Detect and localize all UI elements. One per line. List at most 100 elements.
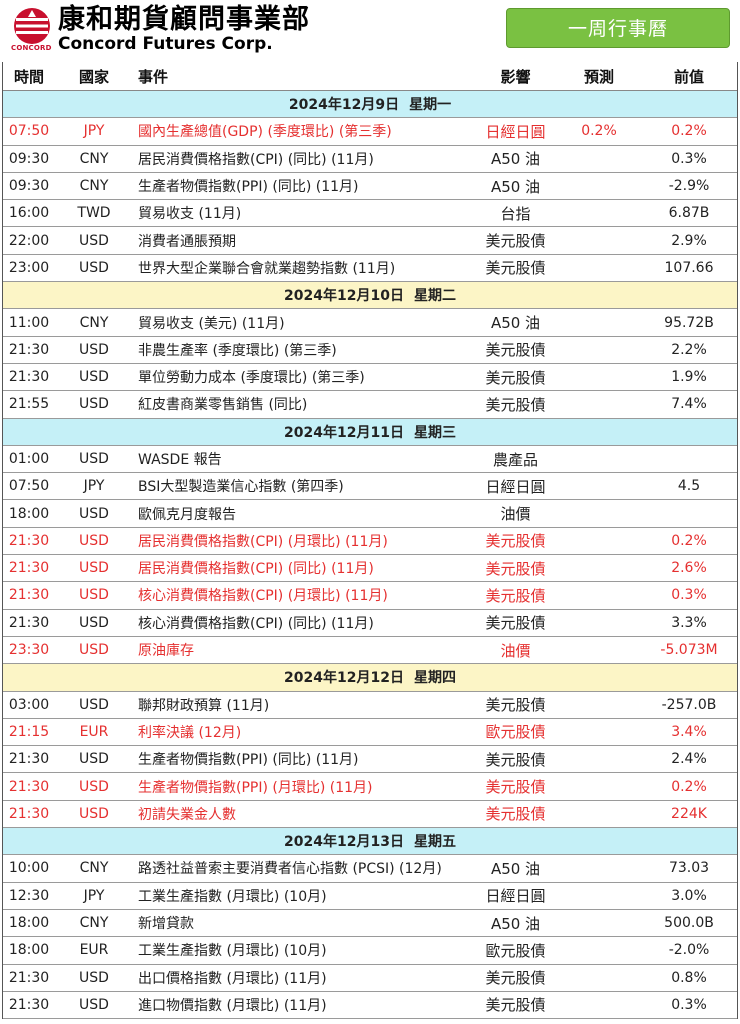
event-cell: 利率決議 (12月) xyxy=(138,724,242,741)
country-cell: CNY xyxy=(79,860,109,877)
impact-cell: 美元股債 xyxy=(485,696,546,715)
day-header: 2024年12月11日 星期三 xyxy=(3,418,737,446)
time-cell: 21:30 xyxy=(8,587,50,604)
country-cell: JPY xyxy=(83,123,105,140)
impact-cell: 歐元股債 xyxy=(485,723,546,742)
table-row: 21:30 USD 生產者物價指數(PPI) (月環比) (11月) 美元股債 0.2% xyxy=(3,773,737,801)
time-cell: 12:30 xyxy=(8,887,50,904)
previous-cell: 0.2% xyxy=(671,778,707,795)
event-cell: 出口價格指數 (月環比) (11月) xyxy=(138,970,327,987)
previous-cell: 6.87B xyxy=(668,205,710,222)
event-cell: 初請失業金人數 xyxy=(138,806,236,823)
table-body: 2024年12月9日 星期一 07:50 JPY 國內生產總值(GDP) (季度環比) … xyxy=(3,91,737,1020)
previous-cell: 0.8% xyxy=(671,969,707,986)
impact-cell: 美元股債 xyxy=(485,996,546,1015)
impact-cell: A50 油 xyxy=(490,150,541,169)
country-cell: JPY xyxy=(83,887,105,904)
country-cell: JPY xyxy=(83,478,105,495)
event-cell: 路透社益普索主要消費者信心指數 (PCSI) (12月) xyxy=(138,861,442,878)
previous-cell: 107.66 xyxy=(664,259,714,276)
time-cell: 21:15 xyxy=(8,723,50,740)
time-cell: 21:30 xyxy=(8,996,50,1013)
event-cell: 居民消費價格指數(CPI) (月環比) (11月) xyxy=(138,533,388,550)
previous-cell: -257.0B xyxy=(661,696,717,713)
previous-cell: 73.03 xyxy=(668,860,710,877)
previous-cell: 3.4% xyxy=(671,723,707,740)
table-row: 16:00 TWD 貿易收支 (11月) 台指 6.87B xyxy=(3,200,737,228)
previous-cell: 224K xyxy=(671,805,707,822)
impact-cell: 美元股債 xyxy=(485,395,546,414)
previous-cell: 500.0B xyxy=(664,915,714,932)
country-cell: CNY xyxy=(79,915,109,932)
country-cell: CNY xyxy=(79,150,109,167)
table-row: 18:00 EUR 工業生產指數 (月環比) (10月) 歐元股債 -2.0% xyxy=(3,937,737,965)
time-cell: 03:00 xyxy=(8,696,50,713)
event-cell: 世界大型企業聯合會就業趨勢指數 (11月) xyxy=(138,260,396,277)
impact-cell: 日經日圓 xyxy=(485,887,546,906)
impact-cell: 歐元股債 xyxy=(485,941,546,960)
day-weekday: 星期三 xyxy=(413,424,456,441)
previous-cell: 4.5 xyxy=(677,478,701,495)
country-cell: USD xyxy=(79,696,109,713)
time-cell: 21:30 xyxy=(8,341,50,358)
previous-cell: 7.4% xyxy=(671,396,707,413)
country-cell: USD xyxy=(79,778,109,795)
event-cell: 居民消費價格指數(CPI) (同比) (11月) xyxy=(138,151,374,168)
impact-cell: 美元股債 xyxy=(485,532,546,551)
country-cell: TWD xyxy=(77,205,111,222)
event-cell: 聯邦財政預算 (11月) xyxy=(138,697,270,714)
table-row: 21:30 USD 居民消費價格指數(CPI) (同比) (11月) 美元股債 2.6% xyxy=(3,555,737,583)
table-row: 11:00 CNY 貿易收支 (美元) (11月) A50 油 95.72B xyxy=(3,309,737,337)
previous-cell: 2.2% xyxy=(671,341,707,358)
weekly-calendar-button[interactable]: 一周行事曆 xyxy=(506,8,730,48)
country-cell: USD xyxy=(79,341,109,358)
time-cell: 18:00 xyxy=(8,942,50,959)
event-cell: 貿易收支 (11月) xyxy=(138,206,242,223)
impact-cell: 美元股債 xyxy=(485,805,546,824)
day-date: 2024年12月11日 xyxy=(284,424,404,441)
table-row: 21:30 USD 非農生產率 (季度環比) (第三季) 美元股債 2.2% xyxy=(3,337,737,364)
time-cell: 09:30 xyxy=(8,178,50,195)
impact-cell: 美元股債 xyxy=(485,559,546,578)
previous-cell: -2.0% xyxy=(668,942,710,959)
table-row: 01:00 USD WASDE 報告 農產品 xyxy=(3,446,737,474)
col-header-country: 國家 xyxy=(78,67,109,86)
day-weekday: 星期五 xyxy=(413,834,456,851)
impact-cell: 農產品 xyxy=(492,450,538,469)
impact-cell: 美元股債 xyxy=(485,750,546,769)
impact-cell: 美元股債 xyxy=(485,368,546,387)
table-row: 03:00 USD 聯邦財政預算 (11月) 美元股債 -257.0B xyxy=(3,692,737,719)
table-row: 21:30 USD 出口價格指數 (月環比) (11月) 美元股債 0.8% xyxy=(3,965,737,992)
country-cell: USD xyxy=(79,505,109,522)
time-cell: 21:30 xyxy=(8,614,50,631)
country-cell: USD xyxy=(79,805,109,822)
table-row: 07:50 JPY 國內生產總值(GDP) (季度環比) (第三季) 日經日圓 0.2%… xyxy=(3,118,737,146)
country-cell: USD xyxy=(79,614,109,631)
day-date: 2024年12月13日 xyxy=(284,834,404,851)
time-cell: 21:30 xyxy=(8,969,50,986)
impact-cell: 日經日圓 xyxy=(485,477,546,496)
day-weekday: 星期四 xyxy=(413,670,456,687)
event-cell: 生產者物價指數(PPI) (月環比) (11月) xyxy=(138,779,373,796)
time-cell: 23:30 xyxy=(8,642,50,659)
country-cell: USD xyxy=(79,642,109,659)
event-cell: 工業生產指數 (月環比) (10月) xyxy=(138,888,327,905)
table-row: 09:30 CNY 生產者物價指數(PPI) (同比) (11月) A50 油 -2.9… xyxy=(3,173,737,201)
table-row: 23:30 USD 原油庫存 油價 -5.073M xyxy=(3,637,737,665)
table-row: 21:30 USD 生產者物價指數(PPI) (同比) (11月) 美元股債 2.4% xyxy=(3,746,737,774)
table-row: 18:00 USD 歐佩克月度報告 油價 xyxy=(3,500,737,528)
impact-cell: A50 油 xyxy=(490,177,541,196)
country-cell: USD xyxy=(79,969,109,986)
time-cell: 23:00 xyxy=(8,259,50,276)
col-header-forecast: 預測 xyxy=(583,67,614,86)
event-cell: 核心消費價格指數(CPI) (同比) (11月) xyxy=(138,615,374,632)
impact-cell: 美元股債 xyxy=(485,614,546,633)
time-cell: 21:30 xyxy=(8,751,50,768)
country-cell: USD xyxy=(79,451,109,467)
event-cell: 非農生產率 (季度環比) (第三季) xyxy=(138,342,337,359)
previous-cell: 0.3% xyxy=(671,150,707,167)
table-row: 21:30 USD 初請失業金人數 美元股債 224K xyxy=(3,801,737,829)
day-header: 2024年12月12日 星期四 xyxy=(3,664,737,692)
day-date: 2024年12月10日 xyxy=(284,288,404,305)
day-weekday: 星期二 xyxy=(413,288,456,305)
